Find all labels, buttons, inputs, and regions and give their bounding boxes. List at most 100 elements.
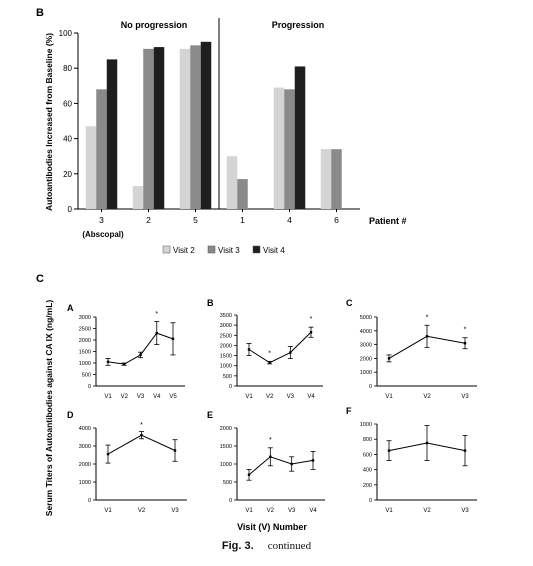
subplot-point [123, 362, 126, 366]
subplot-y-tick-label: 4000 [79, 426, 91, 432]
subplot-y-tick-label: 0 [88, 498, 91, 504]
subplot-significance-marker: * [140, 422, 143, 429]
subplot-point [106, 360, 110, 364]
panel-b-bar [106, 59, 118, 210]
subplot-point [309, 331, 313, 334]
subplot-y-tick-label: 400 [363, 468, 372, 474]
panel-b-legend-swatch [252, 245, 261, 254]
subplot-x-tick-label: V1 [245, 394, 253, 400]
subplot-letter: E [207, 410, 213, 420]
subplot-x-tick-label: V3 [171, 508, 179, 514]
subplot-point [268, 361, 271, 364]
subplot-series-line [248, 456, 314, 476]
subplot-y-tick-label: 1000 [220, 364, 232, 370]
subplot-y-tick-label: 2500 [79, 327, 91, 333]
panel-b-group-label-0: No progression [121, 20, 188, 30]
subplot-y-tick-label: 2000 [79, 462, 91, 468]
subplot-y-tick-label: 2000 [360, 356, 372, 362]
figure-caption: Fig. 3. continued [0, 540, 533, 552]
subplot-x-tick-label: V2 [267, 508, 275, 514]
subplot-point [463, 342, 467, 345]
subplot-y-tick-label: 0 [229, 498, 232, 504]
subplot-y-tick-label: 600 [363, 452, 372, 458]
subplot-point [269, 455, 272, 458]
subplot-point [247, 348, 251, 351]
subplot-point [425, 441, 429, 445]
subplot-x-tick-label: V1 [245, 508, 253, 514]
subplot-point [173, 449, 177, 452]
panel-b-bar [237, 179, 248, 209]
subplot-y-tick-label: 4000 [360, 329, 372, 335]
subplot-y-tick-label: 2000 [220, 426, 232, 432]
subplot-significance-marker: * [155, 311, 158, 318]
panel-b-x-tick-label: 2 [146, 215, 151, 225]
subplot-point [387, 357, 391, 360]
panel-b-xlabel: Patient # [369, 216, 407, 226]
subplot-x-tick-label: V1 [385, 394, 393, 400]
subplot-y-tick-label: 500 [223, 374, 232, 380]
subplot-x-tick-label: V2 [138, 508, 146, 514]
subplot-y-tick-label: 1500 [79, 350, 91, 356]
subplot-point [140, 434, 143, 437]
subplot-point [139, 353, 142, 357]
figure-caption-text: continued [267, 540, 312, 552]
subplot-y-tick-label: 1000 [79, 361, 91, 367]
subplot-significance-marker: * [269, 437, 272, 444]
subplot-x-tick-label: V5 [169, 394, 177, 400]
panel-letter-C: C [36, 273, 44, 285]
panel-b-bar [85, 126, 97, 209]
subplot-x-tick-label: V2 [423, 394, 431, 400]
subplot-series-line [107, 332, 174, 365]
subplot-y-tick-label: 2000 [79, 338, 91, 344]
panel-b-legend-label: Visit 4 [263, 246, 285, 255]
subplot-y-tick-label: 0 [369, 498, 372, 504]
panel-c-ylabel: Serum Titers of Autoantibodies against C… [44, 300, 54, 517]
subplot-y-tick-label: 0 [229, 384, 232, 390]
panel-b-x-tick-label: 4 [287, 215, 292, 225]
panel-b-bar [320, 149, 332, 209]
subplot-x-tick-label: V1 [104, 394, 112, 400]
panel-b-x-tick-label: 5 [193, 215, 198, 225]
panel-b-y-tick-label: 20 [63, 170, 72, 179]
subplot-significance-marker: * [268, 350, 271, 357]
panel-b-y-tick-label: 40 [63, 135, 72, 144]
subplot-point [387, 449, 391, 452]
subplot-y-tick-label: 2000 [220, 343, 232, 349]
subplot-x-tick-label: V3 [288, 508, 296, 514]
subplot-significance-marker: * [310, 316, 313, 323]
subplot-x-tick-label: V1 [385, 508, 393, 514]
panel-b-y-tick-label: 0 [68, 205, 73, 214]
subplot-point [155, 331, 158, 335]
subplot-point [247, 473, 251, 476]
subplot-point [463, 449, 467, 452]
panel-b-category-sublabel: (Abscopal) [82, 230, 124, 239]
subplot-letter: F [346, 406, 352, 416]
panel-letter-B: B [36, 7, 44, 19]
panel-b-bar [273, 87, 285, 209]
subplot-x-tick-label: V4 [309, 508, 317, 514]
panel-b-bar [179, 48, 191, 210]
figure-caption-label: Fig. 3. [221, 540, 254, 552]
panel-b-y-tick-label: 80 [63, 64, 72, 73]
subplot-point [289, 351, 292, 354]
subplot-y-tick-label: 3500 [220, 313, 232, 319]
subplot-series-line [248, 331, 312, 364]
panel-b-ylabel: Autoantibodies Increased from Baseline (… [44, 33, 54, 211]
subplot-y-tick-label: 800 [363, 437, 372, 443]
subplot-x-tick-label: V1 [104, 508, 112, 514]
subplot-x-tick-label: V3 [461, 394, 469, 400]
subplot-y-tick-label: 500 [82, 373, 91, 379]
subplot-y-tick-label: 0 [369, 384, 372, 390]
panel-b-legend-label: Visit 2 [173, 246, 195, 255]
panel-b-x-tick-label: 3 [99, 215, 104, 225]
subplot-significance-marker: * [426, 314, 429, 321]
subplot-point [106, 452, 110, 456]
subplot-point [425, 335, 429, 338]
subplot-y-tick-label: 3000 [79, 444, 91, 450]
panel-b-bar [96, 89, 107, 209]
panel-b-bar [153, 47, 165, 209]
panel-b-x-tick-label: 1 [240, 215, 245, 225]
panel-b-legend-swatch [162, 245, 171, 254]
subplot-y-tick-label: 1000 [360, 370, 372, 376]
subplot-y-tick-label: 1000 [79, 480, 91, 486]
